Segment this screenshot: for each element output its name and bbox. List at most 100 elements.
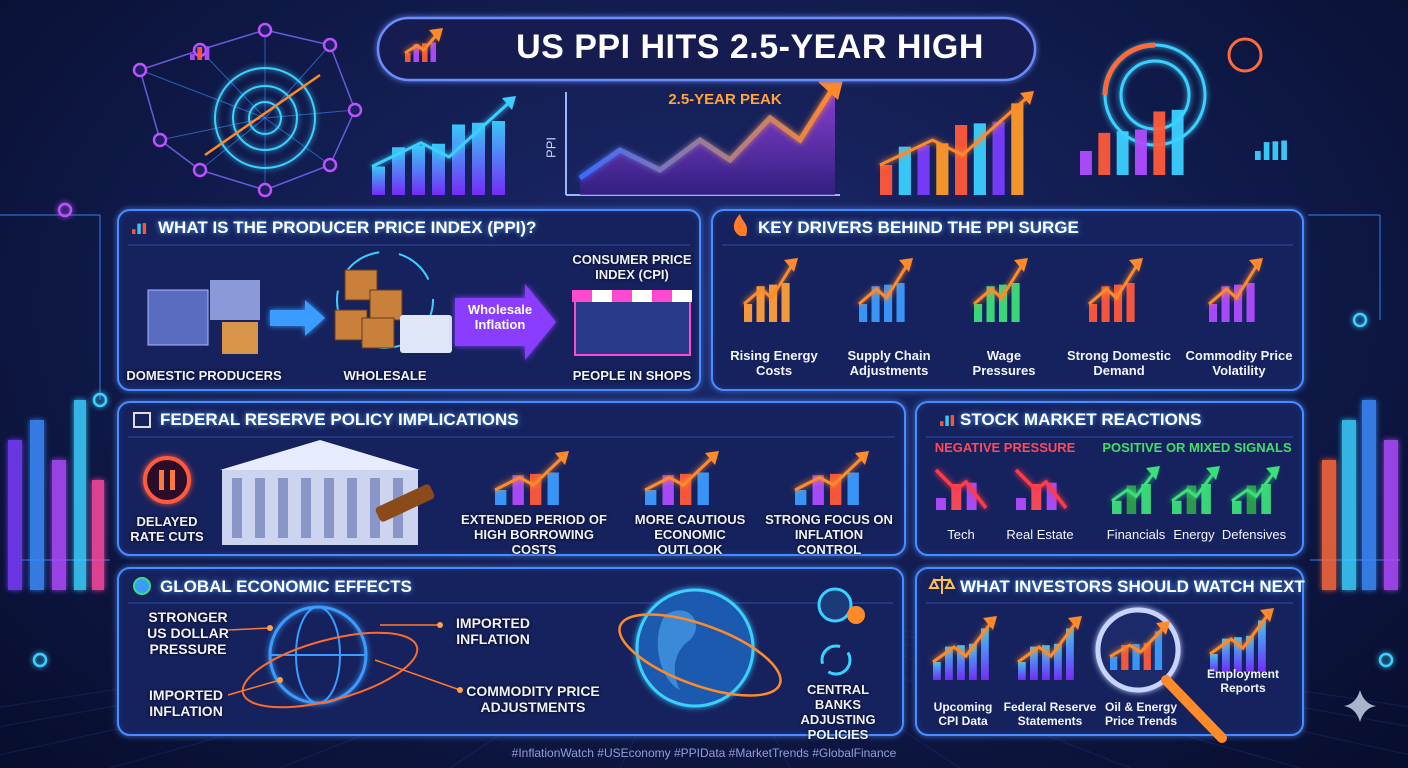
side-bar	[30, 420, 44, 590]
network-node	[132, 62, 148, 78]
deco-bar	[847, 472, 859, 505]
deco-bar	[1201, 484, 1211, 514]
watch-item: Oil & Energy Price Trends	[1104, 700, 1178, 728]
network-line	[199, 29, 266, 51]
deco-arrow	[1209, 611, 1272, 656]
deco-bar	[405, 53, 411, 62]
connector	[374, 659, 461, 691]
deco-bar	[492, 121, 505, 195]
deco-bar	[1031, 484, 1042, 510]
deco-arrow	[1231, 469, 1278, 503]
global-label: IMPORTED INFLATION	[149, 687, 223, 720]
magnifier-handle	[1161, 675, 1227, 743]
deco-arrowhead	[1020, 91, 1034, 105]
deco-bar	[530, 473, 542, 505]
deco-bar	[1258, 620, 1266, 672]
gauge-arc	[1102, 42, 1156, 96]
deco-bar	[884, 284, 893, 322]
driver-label: Wage Pressures	[972, 348, 1036, 378]
network-node	[322, 157, 338, 173]
watch-item: Employment Reports	[1206, 667, 1279, 695]
deco-bar	[957, 645, 965, 680]
deco-bar	[1246, 283, 1255, 322]
coin	[847, 606, 865, 624]
deco-arrowhead	[1068, 616, 1082, 630]
deco-bar	[940, 421, 944, 426]
deco-bar	[830, 473, 842, 505]
section-title: WHAT INVESTORS SHOULD WATCH NEXT	[960, 577, 1305, 596]
deco-arrow	[794, 453, 867, 492]
deco-bar	[1186, 485, 1197, 514]
shop	[574, 294, 691, 356]
deco-bar	[1135, 129, 1147, 175]
fed-item: STRONG FOCUS ON INFLATION CONTROL	[765, 512, 893, 557]
network-line	[199, 117, 266, 171]
sector-label: Tech	[947, 527, 975, 542]
deco-arrowhead	[1206, 466, 1220, 480]
flame-icon	[733, 214, 748, 236]
panel	[117, 209, 701, 391]
deco-arrow	[973, 261, 1026, 306]
network-line	[159, 139, 201, 171]
network-line	[139, 69, 266, 119]
deco-bar	[1232, 500, 1242, 514]
deco-arrow	[1017, 619, 1080, 664]
step-label: DOMESTIC PRODUCERS	[126, 368, 282, 383]
column	[347, 478, 357, 538]
deco-bar	[1126, 485, 1137, 514]
side-bar	[1362, 400, 1376, 590]
crate	[344, 269, 378, 301]
deco-bar	[1172, 500, 1182, 514]
network-line	[264, 29, 331, 46]
deco-arrowhead	[1129, 258, 1143, 272]
warehouse	[210, 280, 260, 320]
global-label: IMPORTED INFLATION	[456, 615, 530, 648]
gavel	[375, 484, 435, 522]
network-line	[264, 164, 331, 191]
deco-arrow	[743, 261, 796, 306]
deco-bar	[1255, 151, 1261, 160]
side-bar	[1322, 460, 1336, 590]
deco-bar	[392, 147, 405, 195]
chart-axis-label: PPI	[543, 136, 559, 158]
deco-bar	[1261, 484, 1271, 514]
deco-arrowhead	[983, 616, 997, 630]
deco-bar	[1126, 283, 1135, 322]
deco-bar	[986, 286, 995, 322]
awning	[672, 290, 692, 302]
deco-bar	[412, 145, 425, 195]
deco-bar	[680, 473, 692, 505]
network-line	[199, 169, 266, 191]
deco-bar	[1011, 283, 1020, 322]
truck	[400, 315, 452, 353]
deco-arrow	[858, 261, 911, 306]
scale-icon	[928, 576, 956, 594]
connector-dot	[267, 625, 273, 631]
deco-arrow	[1109, 623, 1168, 658]
network-node	[322, 37, 338, 53]
fed-item: MORE CAUTIOUS ECONOMIC OUTLOOK	[634, 512, 746, 557]
deco-arrowhead	[502, 96, 516, 110]
deco-bar	[966, 482, 977, 510]
global-label: CENTRAL BANKS ADJUSTING POLICIES	[800, 682, 876, 742]
deco-bar	[190, 54, 195, 60]
deco-bar	[859, 304, 868, 322]
deco-bar	[945, 646, 953, 680]
deco-arrow	[1171, 469, 1218, 503]
side-bar	[52, 460, 66, 590]
deco-arrow	[494, 453, 567, 492]
radar-ring	[232, 85, 298, 151]
deco-arrowhead	[1014, 258, 1028, 272]
deco-arrow	[404, 31, 441, 55]
deco-bar	[744, 304, 753, 322]
deco-bar	[1210, 654, 1218, 672]
deco-bar	[999, 284, 1008, 322]
section-title: FEDERAL RESERVE POLICY IMPLICATIONS	[160, 410, 519, 429]
deco-bar	[1011, 103, 1024, 195]
flow-arrow	[270, 300, 325, 336]
deco-bar	[981, 628, 989, 680]
connector-dot	[437, 622, 443, 628]
driver-label: Rising Energy Costs	[730, 348, 818, 378]
deco-bar	[413, 44, 420, 62]
bank-icon	[133, 412, 151, 428]
